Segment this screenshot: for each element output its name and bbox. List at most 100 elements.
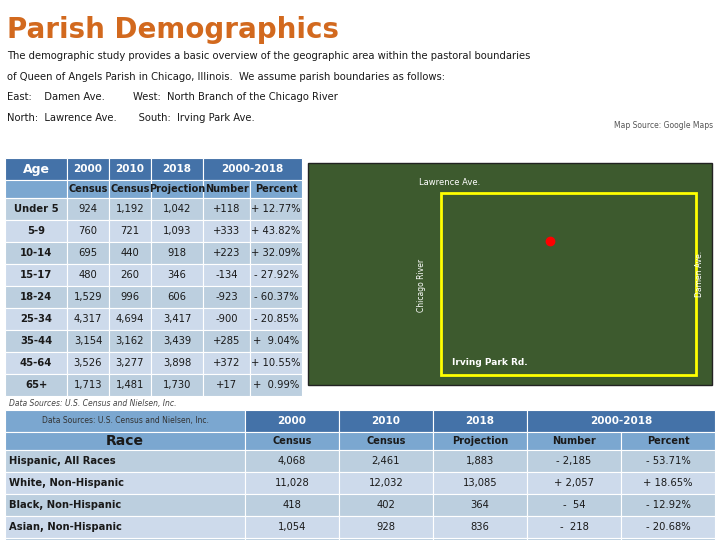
Bar: [67, 330, 109, 352]
Bar: [250, 286, 302, 308]
Bar: [339, 410, 433, 432]
Text: 1,730: 1,730: [163, 380, 192, 390]
Bar: [151, 374, 203, 396]
Text: + 32.09%: + 32.09%: [251, 248, 301, 258]
Bar: [245, 516, 339, 538]
Text: Chicago River: Chicago River: [417, 259, 426, 312]
Bar: [250, 330, 302, 352]
Bar: [109, 220, 151, 242]
Bar: [5, 180, 67, 198]
Text: 15-17: 15-17: [20, 270, 52, 280]
Text: Projection: Projection: [452, 436, 508, 446]
Text: 606: 606: [168, 292, 186, 302]
Text: +118: +118: [213, 204, 240, 214]
Text: 996: 996: [120, 292, 140, 302]
Bar: [527, 472, 621, 494]
Text: + 2,057: + 2,057: [554, 478, 594, 488]
Bar: [109, 308, 151, 330]
Bar: [67, 374, 109, 396]
Bar: [151, 264, 203, 286]
Bar: [109, 180, 151, 198]
Text: 402: 402: [377, 500, 395, 510]
Bar: [67, 308, 109, 330]
Text: -  54: - 54: [563, 500, 585, 510]
Bar: [5, 158, 67, 180]
Text: 4,694: 4,694: [116, 314, 144, 324]
Bar: [5, 410, 245, 432]
Bar: [250, 220, 302, 242]
Text: +223: +223: [213, 248, 240, 258]
Bar: [151, 220, 203, 242]
Text: 3,439: 3,439: [163, 336, 191, 346]
Text: 1,093: 1,093: [163, 226, 192, 236]
Bar: [5, 538, 245, 540]
Text: Race: Race: [106, 434, 144, 448]
Bar: [203, 180, 250, 198]
Bar: [339, 494, 433, 516]
Text: +285: +285: [213, 336, 240, 346]
Bar: [250, 352, 302, 374]
Text: 721: 721: [120, 226, 140, 236]
Bar: [203, 352, 250, 374]
Bar: [621, 538, 715, 540]
Bar: [67, 242, 109, 264]
Text: of Queen of Angels Parish in Chicago, Illinois.  We assume parish boundaries as : of Queen of Angels Parish in Chicago, Il…: [7, 72, 445, 82]
Text: White, Non-Hispanic: White, Non-Hispanic: [9, 478, 124, 488]
Text: 3,898: 3,898: [163, 358, 191, 368]
Text: 918: 918: [168, 248, 186, 258]
Bar: [433, 410, 527, 432]
Bar: [203, 158, 302, 180]
Text: Age: Age: [22, 163, 50, 176]
Bar: [151, 198, 203, 220]
Text: 3,526: 3,526: [73, 358, 102, 368]
Text: Projection: Projection: [149, 184, 205, 194]
Text: Percent: Percent: [255, 184, 297, 194]
Bar: [109, 330, 151, 352]
Text: 3,154: 3,154: [74, 336, 102, 346]
Bar: [203, 242, 250, 264]
Bar: [203, 220, 250, 242]
Text: 2000-2018: 2000-2018: [221, 164, 284, 174]
Bar: [5, 220, 67, 242]
Text: 1,529: 1,529: [73, 292, 102, 302]
Text: 418: 418: [282, 500, 302, 510]
Bar: [5, 286, 67, 308]
Text: 2000: 2000: [73, 164, 102, 174]
Bar: [203, 330, 250, 352]
Text: 760: 760: [78, 226, 97, 236]
Text: Data Sources: U.S. Census and Nielsen, Inc.: Data Sources: U.S. Census and Nielsen, I…: [42, 416, 208, 426]
Bar: [433, 516, 527, 538]
Bar: [621, 472, 715, 494]
Text: - 20.85%: - 20.85%: [253, 314, 298, 324]
Text: 2,461: 2,461: [372, 456, 400, 466]
Text: The demographic study provides a basic overview of the geographic area within th: The demographic study provides a basic o…: [7, 51, 531, 62]
Text: 45-64: 45-64: [20, 358, 52, 368]
Text: 2010: 2010: [115, 164, 145, 174]
Text: 2000: 2000: [277, 416, 307, 426]
Bar: [245, 410, 339, 432]
Text: - 60.37%: - 60.37%: [253, 292, 298, 302]
Text: -  218: - 218: [559, 522, 588, 532]
Bar: [5, 450, 245, 472]
Text: 4,068: 4,068: [278, 456, 306, 466]
Text: +372: +372: [213, 358, 240, 368]
Bar: [250, 198, 302, 220]
Bar: [250, 180, 302, 198]
Bar: [308, 163, 712, 385]
Bar: [245, 494, 339, 516]
Bar: [5, 264, 67, 286]
Bar: [5, 432, 245, 450]
Text: Number: Number: [204, 184, 248, 194]
Bar: [527, 410, 715, 432]
Bar: [203, 264, 250, 286]
Bar: [5, 242, 67, 264]
Bar: [109, 242, 151, 264]
Text: Damen Ave.: Damen Ave.: [696, 251, 704, 297]
Bar: [151, 180, 203, 198]
Bar: [5, 494, 245, 516]
Bar: [339, 516, 433, 538]
Text: + 12.77%: + 12.77%: [251, 204, 301, 214]
Text: Census: Census: [272, 436, 312, 446]
Bar: [621, 516, 715, 538]
Bar: [245, 538, 339, 540]
